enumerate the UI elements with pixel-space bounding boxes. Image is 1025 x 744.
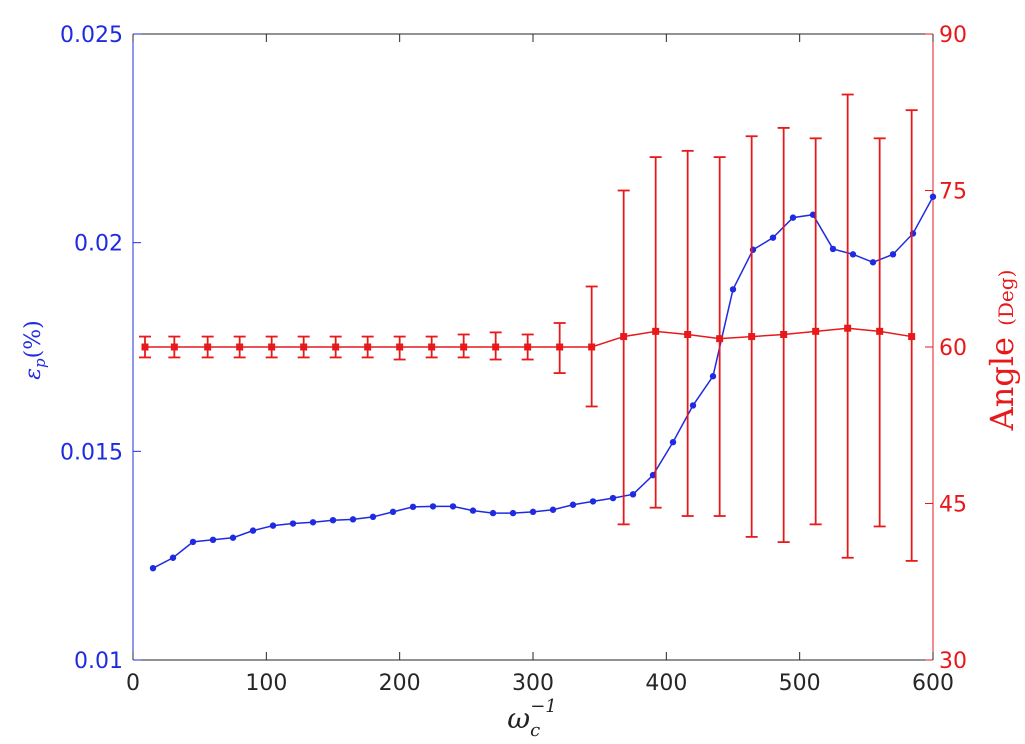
right-tick-label: 60	[939, 336, 967, 361]
data-point	[309, 519, 317, 526]
data-point	[844, 324, 852, 332]
series-layer	[139, 93, 937, 572]
data-point	[236, 343, 244, 351]
data-point	[429, 503, 437, 510]
left-tick-label: 0.015	[60, 440, 123, 465]
data-point	[780, 330, 788, 338]
data-point	[769, 234, 777, 241]
data-point	[909, 230, 917, 237]
data-point	[369, 513, 377, 521]
data-point	[529, 508, 537, 516]
data-point	[460, 343, 468, 351]
error-bar	[617, 189, 630, 526]
x-tick-label: 600	[912, 671, 954, 696]
data-point	[189, 538, 197, 546]
data-point	[588, 343, 596, 351]
data-point	[389, 508, 397, 516]
data-point	[229, 534, 237, 541]
right-tick-label: 30	[939, 649, 967, 674]
data-point	[829, 245, 837, 253]
data-point	[729, 286, 737, 293]
left-tick-label: 0.025	[60, 23, 123, 48]
data-point	[209, 536, 217, 544]
data-point	[812, 327, 820, 335]
x-tick-label: 0	[126, 671, 140, 696]
data-point	[929, 193, 937, 200]
data-point	[329, 516, 337, 524]
right-axis-title-unit: (Deg)	[994, 270, 1018, 326]
data-point	[332, 343, 340, 351]
data-point	[409, 503, 417, 511]
data-point	[709, 373, 717, 380]
data-point	[549, 506, 557, 513]
data-point	[669, 438, 677, 446]
data-point	[652, 327, 660, 335]
data-point	[809, 211, 817, 218]
data-point	[349, 516, 357, 523]
right-axis-title-main: Angle	[983, 337, 1021, 431]
left-tick-label: 0.01	[74, 649, 123, 674]
data-point	[249, 527, 257, 534]
x-tick-label: 400	[645, 671, 687, 696]
data-point	[300, 343, 308, 351]
data-point	[609, 494, 617, 502]
data-point	[268, 343, 276, 351]
data-point	[170, 343, 178, 351]
data-point	[492, 343, 500, 351]
data-point	[589, 498, 597, 505]
data-point	[169, 554, 177, 561]
data-point	[689, 402, 697, 409]
series-epsilon	[149, 193, 937, 572]
data-point	[428, 343, 436, 351]
data-point	[620, 333, 628, 341]
series-angle	[139, 93, 918, 562]
data-point	[908, 333, 916, 341]
data-point	[141, 343, 149, 351]
data-point	[149, 564, 157, 572]
x-axis-title: ωc−1	[507, 696, 556, 741]
x-tick-label: 100	[245, 671, 287, 696]
data-point	[556, 343, 564, 351]
right-axis: 30 45 60 75 90	[925, 23, 967, 674]
data-point	[629, 491, 637, 498]
data-point	[509, 509, 517, 517]
data-point	[716, 335, 724, 343]
x-tick-label: 200	[379, 671, 421, 696]
data-point	[849, 251, 857, 258]
right-axis-title: Angle (Deg)	[983, 270, 1021, 432]
left-tick-label: 0.02	[74, 232, 123, 257]
data-point	[748, 333, 756, 341]
data-point	[469, 507, 477, 514]
data-point	[749, 246, 757, 253]
data-point	[204, 343, 212, 351]
data-point	[449, 503, 457, 510]
series-line	[152, 196, 934, 569]
data-point	[569, 501, 577, 508]
data-point	[269, 522, 277, 529]
data-point	[524, 343, 532, 351]
left-axis-title: εp(%)	[21, 320, 49, 380]
data-point	[364, 343, 372, 351]
right-tick-label: 90	[939, 23, 967, 48]
bottom-axis: 0 100 200 300 400 500 600	[126, 34, 954, 696]
data-point	[876, 327, 884, 335]
x-tick-label: 300	[512, 671, 554, 696]
left-axis: 0.01 0.015 0.02 0.025	[60, 23, 141, 674]
data-point	[789, 214, 797, 221]
data-point	[489, 509, 497, 517]
data-point	[289, 520, 297, 527]
data-point	[889, 251, 897, 258]
data-point	[684, 330, 692, 338]
x-tick-label: 500	[779, 671, 821, 696]
data-point	[649, 471, 657, 479]
right-tick-label: 45	[939, 493, 967, 518]
data-point	[869, 259, 877, 266]
right-tick-label: 75	[939, 180, 967, 205]
data-point	[396, 343, 404, 351]
